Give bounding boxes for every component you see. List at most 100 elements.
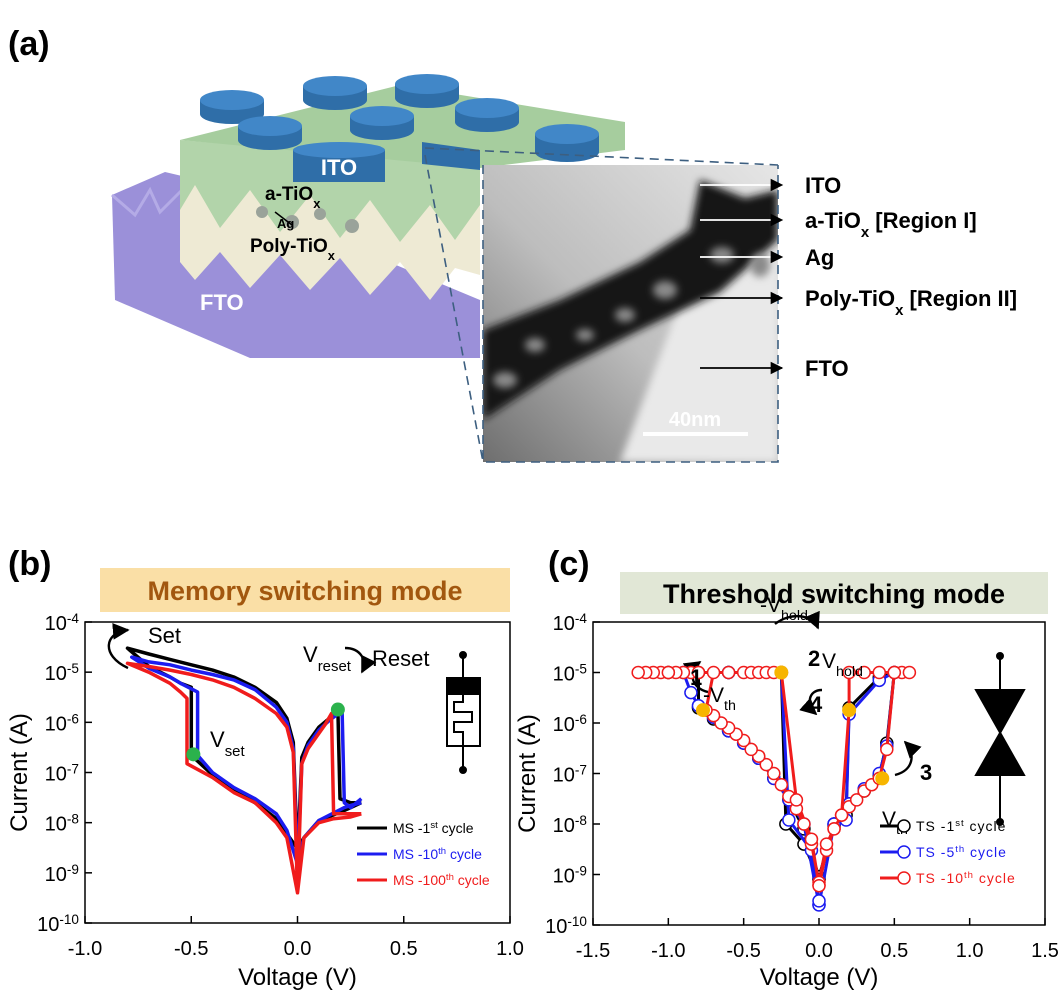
electrode — [303, 76, 367, 96]
x-tick-label: 0.5 — [390, 938, 418, 960]
ag — [345, 219, 359, 233]
data-point — [836, 809, 848, 821]
x-tick-label: -0.5 — [174, 938, 208, 960]
x-tick-label: 1.0 — [496, 938, 524, 960]
x-tick-label: 0.0 — [284, 938, 312, 960]
annotation: Vhold — [822, 650, 863, 680]
annotation: 4 — [810, 692, 823, 717]
data-point — [881, 743, 893, 755]
data-point — [813, 895, 825, 907]
y-tick-label: 10-9 — [553, 863, 587, 888]
device-label: ITO — [321, 155, 357, 180]
annotation: Vset — [210, 727, 245, 760]
y-tick-label: 10-6 — [45, 711, 79, 736]
arrow — [109, 630, 128, 668]
figure: (a)ITOa-TiOxAgPoly-TiOxFTOITOa-TiOx [Reg… — [0, 0, 1060, 1003]
y-tick-label: 10-5 — [553, 661, 587, 686]
arrow — [895, 742, 912, 775]
y-axis-label: Current (A) — [514, 714, 541, 833]
data-point — [813, 880, 825, 892]
electrode — [350, 106, 414, 126]
legend-label: MS -10th cycle — [393, 846, 482, 863]
highlight-point — [774, 666, 788, 680]
legend-label: TS -1st cycle — [916, 818, 1006, 835]
data-point — [805, 833, 817, 845]
device-label: FTO — [200, 290, 244, 315]
data-point — [632, 667, 644, 679]
tem-particle — [710, 247, 734, 263]
terminal — [460, 767, 466, 773]
x-tick-label: -1.0 — [68, 938, 102, 960]
annotation: 3 — [920, 760, 932, 785]
diode — [976, 690, 1024, 775]
ag — [256, 206, 268, 218]
x-axis-label: Voltage (V) — [238, 964, 357, 991]
data-point — [821, 838, 833, 850]
legend-marker — [898, 846, 910, 858]
tem-label: FTO — [805, 356, 849, 381]
y-tick-label: 10-7 — [45, 761, 79, 786]
series-line — [128, 663, 362, 893]
tem-particle — [615, 308, 635, 322]
body-band — [447, 678, 480, 694]
electrode — [238, 116, 302, 136]
annotation: 1 — [690, 665, 702, 690]
x-axis-label: Voltage (V) — [760, 964, 879, 991]
data-point — [903, 667, 915, 679]
data-point — [708, 667, 720, 679]
highlight-point — [331, 703, 345, 717]
electrode — [395, 74, 459, 94]
x-tick-label: 1.5 — [1031, 940, 1059, 962]
data-point — [775, 779, 787, 791]
electrode — [200, 90, 264, 110]
tem-particle — [653, 281, 677, 299]
data-point — [723, 667, 735, 679]
data-point — [783, 814, 795, 826]
y-tick-label: 10-5 — [45, 661, 79, 686]
x-tick-label: 1.0 — [956, 940, 984, 962]
y-tick-label: 10-6 — [553, 712, 587, 737]
x-tick-label: -1.5 — [576, 940, 610, 962]
y-axis-label: Current (A) — [6, 713, 33, 832]
y-tick-label: 10-9 — [45, 861, 79, 886]
legend-label: TS -5th cycle — [916, 844, 1007, 861]
tem-particle — [525, 338, 545, 352]
x-tick-label: -0.5 — [726, 940, 760, 962]
annotation: Vreset — [303, 642, 352, 675]
data-point — [798, 818, 810, 830]
data-point — [790, 794, 802, 806]
data-point — [873, 667, 885, 679]
highlight-point — [842, 703, 856, 717]
chart-title: Threshold switching mode — [663, 579, 1005, 609]
zigzag — [454, 694, 472, 746]
panel-label: (c) — [548, 545, 590, 583]
tem-label: Poly-TiOx [Region II] — [805, 286, 1017, 319]
data-point — [662, 667, 674, 679]
chart-title: Memory switching mode — [147, 576, 462, 606]
scale-bar-label: 40nm — [669, 409, 721, 431]
electrode — [455, 98, 519, 118]
data-point — [828, 823, 840, 835]
bidirectional-diode-symbol — [976, 653, 1024, 825]
electrode — [535, 124, 599, 144]
annotation: Reset — [372, 646, 429, 671]
x-tick-label: 0.5 — [880, 940, 908, 962]
y-tick-label: 10-10 — [545, 914, 587, 939]
series-line — [132, 657, 361, 873]
memristor-symbol — [447, 652, 480, 773]
y-tick-label: 10-10 — [37, 912, 79, 937]
legend-marker — [898, 820, 910, 832]
legend-label: TS -10th cycle — [916, 870, 1016, 887]
tem-particle — [493, 372, 517, 388]
x-tick-label: -1.0 — [651, 940, 685, 962]
y-tick-label: 10-8 — [45, 811, 79, 836]
y-tick-label: 10-4 — [45, 611, 80, 636]
highlight-point — [186, 747, 200, 761]
tem-particle — [576, 329, 594, 341]
tem-label: Ag — [805, 245, 834, 270]
legend-label: MS -1st cycle — [393, 820, 474, 837]
annotation: 2 — [808, 646, 820, 671]
panel-label: (b) — [8, 545, 51, 583]
annotation: Set — [148, 623, 181, 648]
y-tick-label: 10-4 — [553, 611, 588, 636]
